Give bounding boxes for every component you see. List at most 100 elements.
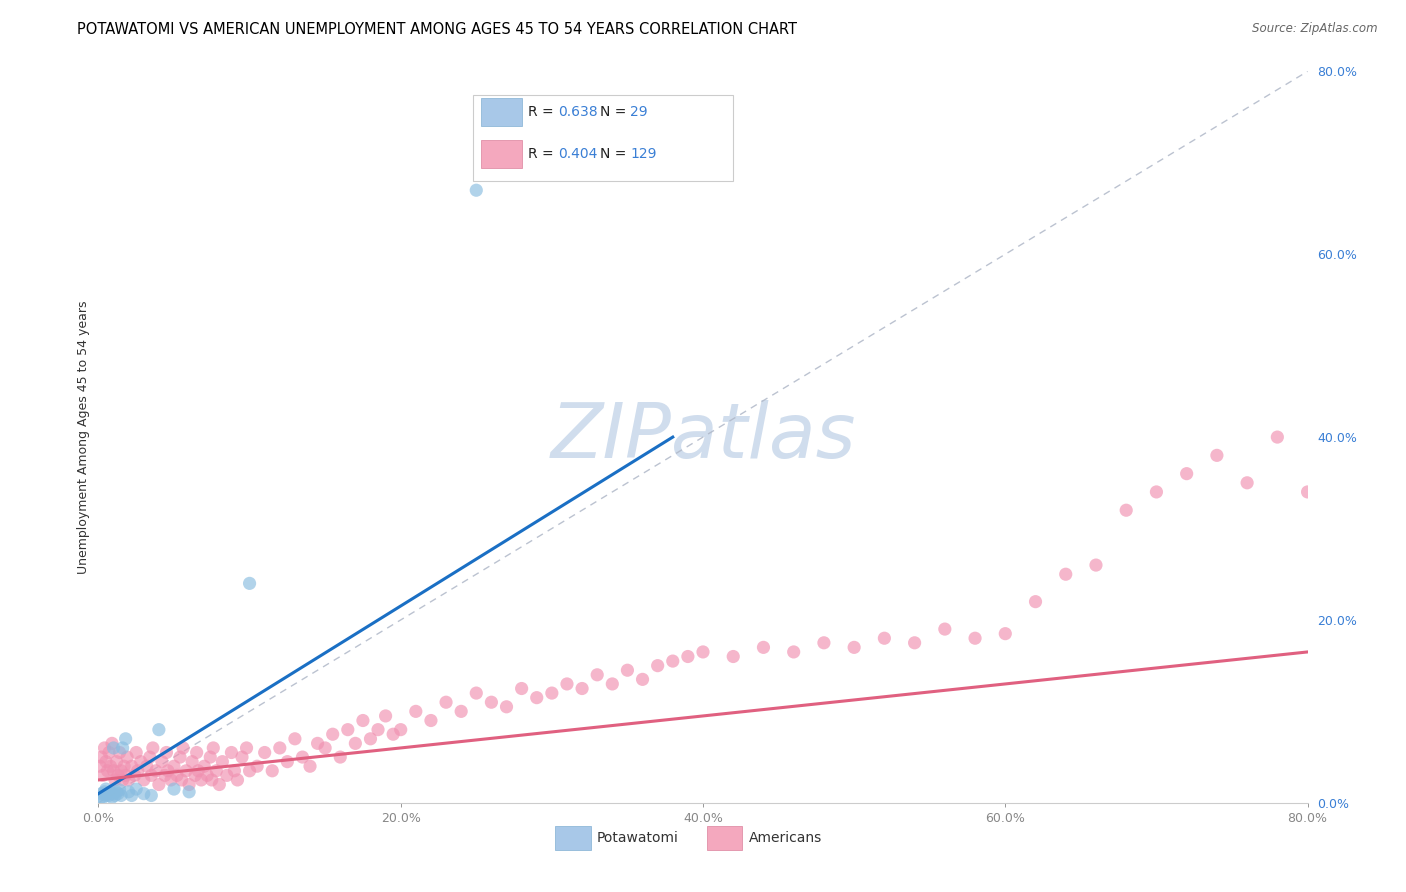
Point: [276, 755, 298, 769]
Point: [1312, 448, 1334, 462]
Point: [262, 764, 284, 778]
Point: [322, 727, 344, 741]
FancyBboxPatch shape: [707, 826, 742, 849]
Point: [187, 764, 209, 778]
Point: [160, 772, 183, 787]
Point: [602, 677, 624, 691]
Point: [555, 677, 578, 691]
Point: [132, 772, 155, 787]
Point: [135, 759, 157, 773]
Point: [1267, 430, 1289, 444]
Point: [90, 750, 112, 764]
Point: [181, 755, 204, 769]
Point: [246, 759, 269, 773]
Point: [200, 750, 222, 764]
Point: [215, 768, 238, 782]
Point: [141, 789, 163, 803]
Point: [965, 632, 987, 646]
Point: [526, 690, 548, 705]
Point: [141, 768, 163, 782]
Point: [100, 759, 122, 773]
Point: [307, 736, 329, 750]
Point: [186, 746, 208, 760]
Point: [98, 746, 121, 760]
Point: [110, 764, 132, 778]
Text: R =: R =: [527, 147, 558, 161]
Point: [221, 746, 243, 760]
Point: [114, 768, 136, 782]
Point: [1024, 594, 1046, 608]
Text: POTAWATOMI VS AMERICAN UNEMPLOYMENT AMONG AGES 45 TO 54 YEARS CORRELATION CHART: POTAWATOMI VS AMERICAN UNEMPLOYMENT AMON…: [77, 22, 797, 37]
Point: [314, 740, 336, 755]
Point: [495, 699, 517, 714]
Point: [124, 768, 146, 782]
Point: [1372, 594, 1395, 608]
Point: [132, 787, 155, 801]
Point: [104, 789, 127, 803]
Point: [205, 764, 228, 778]
FancyBboxPatch shape: [481, 140, 522, 168]
Point: [94, 789, 117, 803]
Point: [1236, 475, 1258, 490]
Point: [93, 785, 115, 799]
Point: [107, 768, 129, 782]
Point: [184, 768, 207, 782]
Point: [873, 632, 896, 646]
FancyBboxPatch shape: [474, 95, 734, 181]
Text: 129: 129: [630, 147, 657, 161]
Point: [1296, 485, 1319, 500]
Point: [179, 785, 201, 799]
Point: [169, 750, 191, 764]
Y-axis label: Unemployment Among Ages 45 to 54 years: Unemployment Among Ages 45 to 54 years: [77, 301, 90, 574]
Point: [344, 736, 367, 750]
Point: [284, 731, 307, 746]
Point: [94, 782, 117, 797]
Text: 0.638: 0.638: [558, 104, 598, 119]
Point: [91, 790, 114, 805]
Point: [692, 645, 714, 659]
Point: [994, 626, 1017, 640]
Point: [450, 705, 472, 719]
Point: [112, 759, 135, 773]
Point: [813, 636, 835, 650]
Point: [101, 790, 124, 805]
Point: [352, 714, 374, 728]
Point: [201, 772, 224, 787]
Point: [235, 740, 257, 755]
Point: [253, 746, 276, 760]
Point: [647, 658, 669, 673]
Point: [142, 740, 165, 755]
Point: [89, 791, 111, 805]
Point: [211, 755, 233, 769]
Point: [96, 764, 118, 778]
Text: 0.404: 0.404: [558, 147, 598, 161]
Point: [631, 673, 654, 687]
Point: [108, 746, 131, 760]
Point: [291, 750, 314, 764]
Point: [420, 714, 443, 728]
Point: [723, 649, 745, 664]
Point: [170, 772, 193, 787]
Point: [389, 723, 412, 737]
Point: [231, 750, 253, 764]
Point: [166, 768, 188, 782]
Point: [226, 772, 249, 787]
Point: [105, 755, 128, 769]
Point: [103, 764, 125, 778]
Point: [163, 782, 186, 797]
Text: Potawatomi: Potawatomi: [596, 831, 679, 845]
Point: [150, 755, 173, 769]
Point: [586, 667, 609, 681]
Point: [1206, 448, 1229, 462]
Point: [752, 640, 775, 655]
Point: [129, 755, 152, 769]
Point: [103, 740, 125, 755]
FancyBboxPatch shape: [555, 826, 591, 849]
Point: [224, 764, 246, 778]
Point: [111, 772, 134, 787]
Point: [101, 736, 124, 750]
Point: [121, 789, 143, 803]
FancyBboxPatch shape: [481, 98, 522, 127]
Point: [105, 785, 128, 799]
Point: [163, 759, 186, 773]
